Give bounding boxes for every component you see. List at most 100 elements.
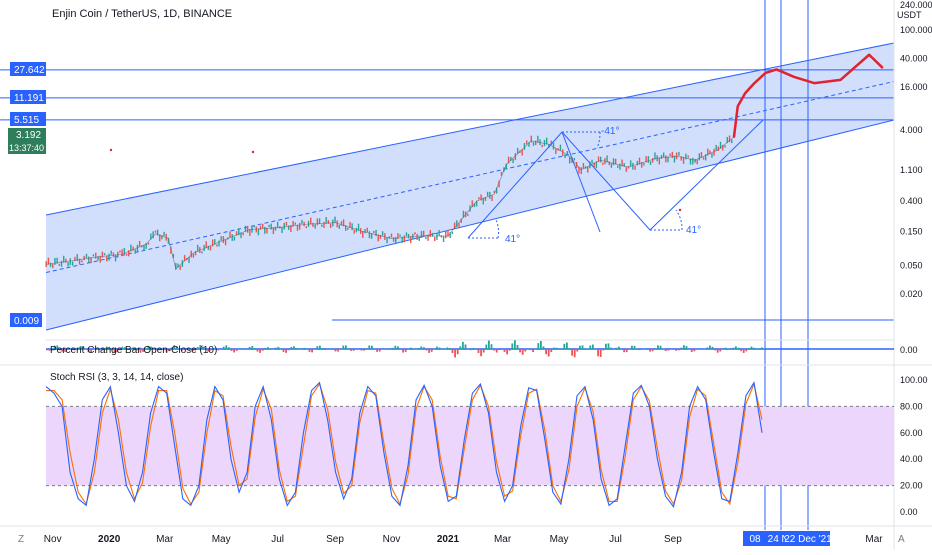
price-candle: [418, 236, 420, 241]
price-candle: [442, 235, 445, 242]
horizontal-levels[interactable]: [0, 69, 894, 321]
stoch-band: [46, 406, 894, 486]
price-candle: [619, 163, 621, 170]
channel-midline[interactable]: [45, 81, 895, 273]
price-candle: [364, 229, 366, 234]
price-candle: [375, 229, 377, 237]
pct-bar: [259, 349, 261, 353]
pct-bar: [298, 349, 300, 350]
pct-bar: [87, 349, 90, 353]
price-candle: [580, 167, 582, 175]
pct-bar: [248, 346, 251, 349]
pct-bar: [332, 349, 334, 350]
price-candle: [292, 220, 294, 227]
price-candle: [386, 237, 388, 244]
time-axis[interactable]: Nov 2020 Mar May Jul Sep Nov 2021 Mar May Jul Sep 08…: [0, 525, 932, 546]
pct-bar: [659, 345, 662, 349]
price-candle: [498, 180, 500, 188]
pct-bar: [329, 348, 332, 350]
price-candle: [427, 234, 429, 241]
price-candle: [218, 240, 220, 247]
trend-drawings[interactable]: -41° 41° 41°: [109, 119, 764, 245]
pct-bar: [727, 348, 729, 350]
price-candle: [71, 261, 74, 266]
price-candles: [45, 135, 735, 270]
pct-bar: [168, 349, 170, 352]
stoch-indicator-title[interactable]: Stoch RSI (3, 3, 14, 14, close): [50, 372, 183, 383]
price-candle: [715, 144, 717, 151]
price-candle: [47, 257, 50, 265]
pct-bar: [51, 348, 53, 350]
price-candle: [673, 155, 676, 163]
pct-bar: [664, 349, 667, 352]
pct-bar: [220, 349, 222, 350]
pct-bar: [121, 346, 124, 349]
channel-upper-line[interactable]: [45, 42, 895, 216]
pct-bar: [306, 349, 308, 350]
angle-label: 41°: [505, 234, 520, 245]
time-tick-label: Mar: [156, 534, 174, 545]
zigzag-line[interactable]: [467, 119, 764, 239]
time-tick-label: Sep: [326, 534, 344, 545]
level-badge-bg: [10, 62, 46, 76]
pct-bar: [441, 348, 443, 350]
pct-bar: [324, 349, 326, 350]
price-candle: [401, 236, 403, 243]
price-candle: [240, 232, 242, 239]
price-axis[interactable]: 100.000 40.000 16.000 4.000 1.100 0.400 0.150 0…: [893, 0, 932, 550]
pct-bar: [254, 348, 256, 349]
price-candle: [548, 143, 550, 148]
pct-indicator-title[interactable]: Percent Change Bar Open-Close (10): [50, 345, 217, 356]
price-candle: [194, 251, 197, 256]
pct-bar: [196, 347, 199, 349]
pct-bar: [376, 349, 378, 352]
fan-line[interactable]: [561, 131, 601, 233]
price-candle: [654, 152, 656, 160]
price-candle: [281, 227, 283, 234]
projection-line[interactable]: [732, 53, 884, 138]
price-candle: [510, 156, 512, 161]
regression-channel[interactable]: [45, 42, 895, 331]
price-candle: [390, 233, 393, 238]
pct-bar: [714, 349, 716, 351]
price-candle: [134, 249, 136, 254]
stoch-tick-label: 80.00: [900, 401, 923, 411]
pct-bar: [202, 346, 204, 349]
projection-path[interactable]: [732, 53, 884, 138]
price-candle: [597, 156, 600, 163]
price-candle: [534, 140, 537, 146]
pct-bar: [446, 347, 449, 349]
price-candle: [209, 246, 212, 251]
pct-bar: [131, 347, 134, 349]
price-candle: [467, 213, 469, 217]
pct-bar: [368, 345, 371, 349]
price-candle: [294, 222, 296, 225]
pct-bar: [293, 346, 295, 349]
price-candle: [283, 222, 285, 230]
pct-bar: [394, 345, 397, 349]
pct-bar: [155, 349, 157, 350]
pct-bar: [116, 349, 118, 353]
pct-bar: [124, 347, 126, 349]
price-candle: [190, 250, 192, 258]
pct-bar: [685, 346, 688, 349]
timezone-icon[interactable]: Z: [18, 534, 24, 545]
price-tick-label: 0.020: [900, 289, 923, 299]
price-candle: [90, 257, 92, 264]
price-candle: [564, 154, 566, 158]
pct-bar: [750, 346, 753, 349]
marker-dot: [251, 150, 255, 154]
pct-bar: [459, 346, 462, 349]
price-tick-label: 16.000: [900, 82, 928, 92]
pct-bar: [542, 346, 545, 349]
pct-bar: [194, 349, 196, 351]
current-price-label: 3.192: [16, 130, 41, 141]
pct-bar: [178, 349, 181, 350]
auto-scale-icon[interactable]: A: [898, 534, 905, 545]
pct-bar: [677, 349, 680, 351]
price-candle: [512, 158, 514, 164]
pct-bar: [308, 349, 311, 352]
channel-lower-line[interactable]: [45, 119, 895, 331]
price-candle: [658, 157, 661, 165]
